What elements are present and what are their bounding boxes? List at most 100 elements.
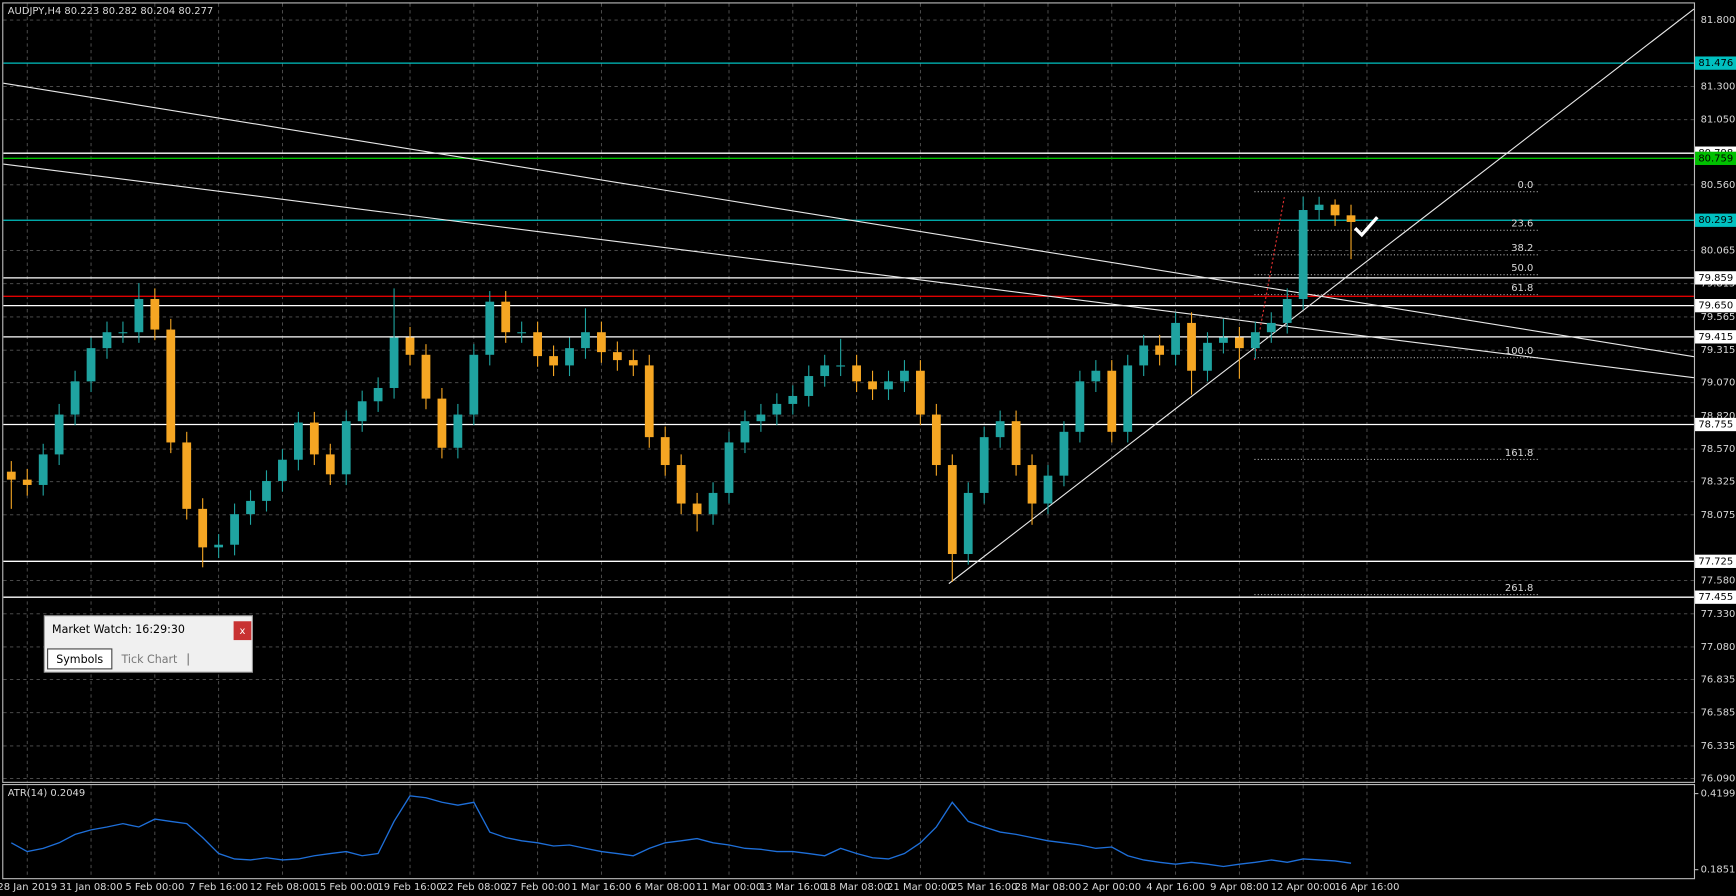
y-tick-label: 0.1851 [1701, 865, 1736, 876]
candle-body [1282, 299, 1292, 323]
candle-body [230, 514, 239, 545]
x-tick-label: 6 Mar 08:00 [635, 882, 695, 893]
candle-body [118, 332, 128, 334]
level-label-box [1695, 417, 1736, 432]
candle-body [341, 421, 351, 475]
candle-body [309, 422, 319, 455]
candle-body [852, 365, 861, 382]
market-watch-title: Market Watch: 16:29:30 [52, 623, 185, 636]
candle-body [533, 332, 543, 357]
y-tick-label: 80.065 [1701, 246, 1736, 257]
level-label: 77.455 [1698, 592, 1733, 603]
x-tick-label: 31 Jan 08:00 [60, 882, 123, 893]
candle-body [1139, 345, 1149, 366]
candle-body [405, 337, 415, 355]
candle-body [150, 299, 160, 330]
atr-title: ATR(14) 0.2049 [8, 788, 85, 799]
y-tick-label: 76.835 [1701, 675, 1736, 686]
candle-body [756, 414, 766, 422]
level-label-box [1695, 554, 1736, 568]
candle-body [772, 403, 782, 415]
candle-body [931, 414, 941, 466]
tab-label[interactable]: Symbols [56, 653, 103, 666]
level-label-box [1695, 213, 1736, 227]
candle-body [373, 387, 383, 402]
candle-body [660, 437, 670, 466]
candle-body [804, 376, 814, 396]
level-label-box [1695, 151, 1736, 165]
candle-body [38, 454, 48, 485]
candle-body [565, 348, 574, 366]
y-tick-label: 78.820 [1701, 411, 1736, 422]
candle-body [868, 381, 877, 390]
candle-body [134, 299, 144, 333]
candle-body [1059, 431, 1069, 476]
y-tick-label: 77.080 [1701, 642, 1736, 653]
x-tick-label: 27 Feb 00:00 [505, 882, 570, 893]
y-tick-label: 79.565 [1701, 312, 1736, 323]
candle-body [485, 301, 495, 355]
x-tick-label: 2 Apr 00:00 [1083, 882, 1142, 893]
x-tick-label: 25 Mar 16:00 [951, 882, 1017, 893]
fib-label: 38.2 [1511, 243, 1533, 254]
y-tick-label: 76.335 [1701, 741, 1736, 752]
candle-body [1234, 337, 1244, 349]
y-tick-label: 81.300 [1701, 81, 1736, 92]
fib-label: 100.0 [1505, 346, 1534, 357]
level-label-box [1695, 299, 1736, 313]
tab-label[interactable]: Tick Chart [121, 653, 179, 666]
candle-body [278, 459, 287, 481]
atr-line [10, 795, 1352, 868]
candle-body [1075, 381, 1085, 432]
close-button[interactable] [233, 621, 252, 641]
y-tick-label: 81.050 [1701, 115, 1736, 126]
level-label: 79.415 [1698, 332, 1733, 343]
candle-body [1107, 370, 1117, 432]
candle-body [788, 395, 798, 404]
y-tick-label: 79.315 [1701, 345, 1736, 356]
candle-body [1027, 465, 1037, 504]
y-tick-label: 76.090 [1701, 773, 1736, 784]
candle-body [947, 465, 957, 555]
candle-body [1091, 370, 1101, 382]
close-button-label[interactable]: x [240, 626, 246, 637]
x-tick-label: 13 Mar 16:00 [760, 882, 826, 893]
atr-frame [2, 784, 1696, 880]
x-tick-label: 28 Mar 08:00 [1015, 882, 1081, 893]
level-label: 79.859 [1698, 273, 1733, 284]
y-tick-label: 78.325 [1701, 477, 1736, 488]
candle-body [437, 398, 447, 448]
candle-body [453, 414, 463, 448]
candle-body [421, 354, 431, 399]
x-tick-label: 18 Mar 08:00 [823, 882, 889, 893]
level-label-box [1695, 271, 1736, 285]
candle-body [182, 442, 192, 509]
candle-body [676, 465, 686, 504]
candle-body [1346, 215, 1356, 222]
x-tick-label: 16 Apr 16:00 [1335, 882, 1400, 893]
candle-body [246, 500, 255, 515]
tab-active[interactable] [47, 648, 113, 670]
trend-line [948, 8, 1695, 585]
y-tick-label: 79.070 [1701, 378, 1736, 389]
x-tick-label: 9 Apr 08:00 [1210, 882, 1269, 893]
candle-body [86, 348, 96, 382]
candle-body [501, 301, 511, 333]
candle-body [836, 365, 846, 367]
candle-body [1043, 475, 1053, 504]
x-tick-label: 4 Apr 16:00 [1146, 882, 1205, 893]
candle-body [963, 492, 973, 555]
candle-body [166, 329, 176, 443]
x-tick-label: 7 Feb 16:00 [189, 882, 248, 893]
fib-label: 0.0 [1518, 180, 1534, 191]
candle-body [262, 480, 271, 501]
candle-body [916, 370, 925, 415]
fib-label: 61.8 [1511, 283, 1533, 294]
candle-body [517, 332, 527, 334]
candle-body [1266, 322, 1276, 333]
fib-label: 50.0 [1511, 263, 1533, 274]
candle-body [597, 332, 606, 353]
